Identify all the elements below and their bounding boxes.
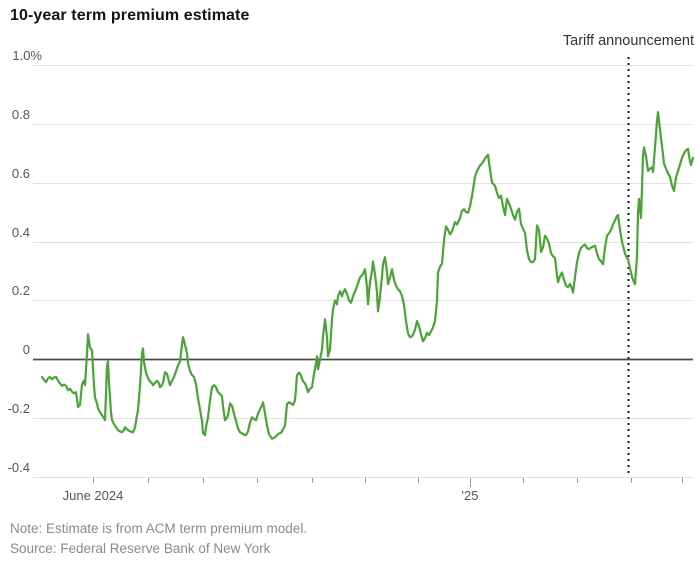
y-axis-label: 0.2 [11,283,30,299]
tariff-announcement-label: Tariff announcement [562,33,694,49]
y-axis-label: -0.2 [7,401,30,417]
chart-title: 10-year term premium estimate [10,7,250,24]
y-axis-label: 0.4 [11,224,30,240]
y-axis-label: 0 [22,342,30,358]
y-axis-label: -0.4 [7,460,30,475]
y-axis-label: 1.0% [12,48,42,63]
x-axis-label: June 2024 [62,488,124,503]
x-axis-label: '25 [461,488,479,503]
y-axis-label: 0.6 [11,165,30,181]
series-line [40,110,695,440]
chart-note: Note: Estimate is from ACM term premium … [10,521,308,536]
y-axis-label: 0.8 [11,106,30,122]
chart-source: Source: Federal Reserve Bank of New York [10,541,271,556]
